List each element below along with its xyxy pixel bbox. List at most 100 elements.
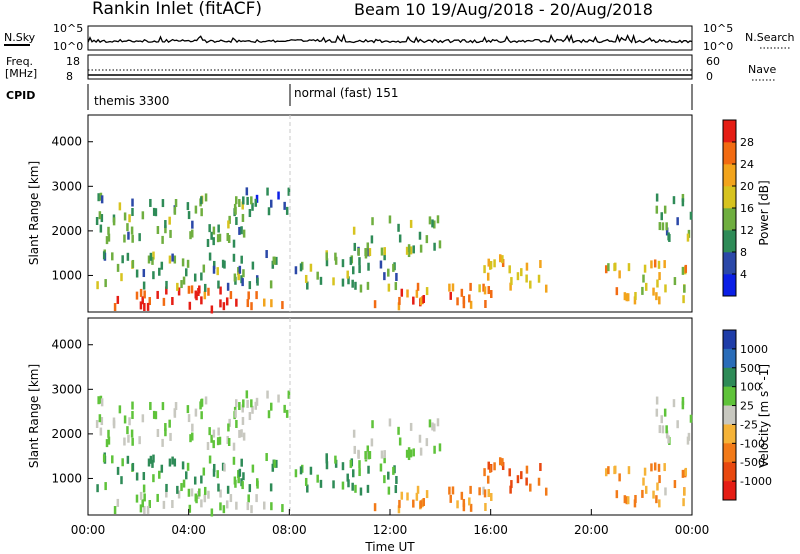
power-echo-cell xyxy=(139,288,143,297)
cpid-mode-themis: themis 3300 xyxy=(94,94,169,108)
power-echo-cell xyxy=(176,282,179,291)
velocity-echo-cell xyxy=(644,485,648,494)
power-echo-cell xyxy=(672,196,676,205)
nsearch-label: N.Search xyxy=(745,31,795,44)
power-echo-cell xyxy=(146,302,150,311)
power-echo-cell xyxy=(121,255,124,264)
velocity-echo-cell xyxy=(241,404,244,413)
nsearch-tick-bottom: 10^0 xyxy=(703,40,733,53)
power-echo-cell xyxy=(143,290,146,299)
velocity-echo-cell xyxy=(143,493,146,502)
power-echo-cell xyxy=(633,296,637,305)
velocity-echo-cell xyxy=(419,500,423,509)
power-echo-cell xyxy=(113,303,117,312)
y-tick-label: 2000 xyxy=(51,427,82,441)
colorbar-tick-label: -500 xyxy=(740,456,765,469)
velocity-echo-cell xyxy=(238,468,242,477)
power-echo-cell xyxy=(169,229,172,238)
power-echo-cell xyxy=(171,297,174,306)
power-echo-cell xyxy=(371,217,374,226)
power-echo-cell xyxy=(373,300,377,309)
velocity-echo-cell xyxy=(604,468,608,477)
velocity-echo-cell xyxy=(99,427,103,436)
velocity-echo-cell xyxy=(615,490,619,499)
velocity-echo-cell xyxy=(247,494,250,503)
power-echo-cell xyxy=(433,242,436,251)
y-tick-label: 3000 xyxy=(51,179,82,193)
velocity-echo-cell xyxy=(250,505,253,514)
power-echo-cell xyxy=(490,290,493,299)
velocity-echo-cell xyxy=(419,447,423,456)
velocity-echo-cell xyxy=(353,445,357,454)
power-echo-cell xyxy=(217,224,220,233)
power-echo-cell xyxy=(242,229,246,238)
velocity-echo-cell xyxy=(641,489,644,498)
velocity-echo-cell xyxy=(123,415,127,424)
power-echo-cell xyxy=(248,209,252,218)
velocity-echo-cell xyxy=(655,408,659,417)
x-tick-label: 20:00 xyxy=(574,523,609,537)
power-echo-cell xyxy=(341,259,345,268)
velocity-echo-cell xyxy=(156,493,159,502)
power-echo-cell xyxy=(501,255,504,264)
power-echo-cell xyxy=(216,234,220,243)
velocity-echo-cell xyxy=(387,471,390,480)
velocity-echo-cell xyxy=(111,455,114,464)
velocity-echo-cell xyxy=(349,459,353,468)
colorbar-segment xyxy=(723,405,736,425)
power-echo-cell xyxy=(304,274,308,283)
velocity-echo-cell xyxy=(676,420,679,429)
power-echo-cell xyxy=(281,301,284,310)
nsky-panel: N.Sky 10^5 10^0 10^5 10^0 N.Search xyxy=(4,22,795,53)
velocity-echo-cell xyxy=(341,481,345,490)
power-echo-cell xyxy=(660,212,663,221)
velocity-echo-cell xyxy=(251,464,255,473)
velocity-echo-cell xyxy=(242,472,245,481)
power-echo-cell xyxy=(673,277,677,286)
power-echo-cell xyxy=(483,286,487,295)
power-echo-cell xyxy=(623,292,627,301)
power-echo-cell xyxy=(210,305,214,314)
power-echo-cell xyxy=(380,247,384,256)
power-echo-cell xyxy=(219,299,222,308)
velocity-echo-cell xyxy=(135,472,139,481)
velocity-echo-cell xyxy=(165,489,168,498)
power-echo-cell xyxy=(655,193,659,202)
power-echo-cell xyxy=(174,199,178,208)
power-echo-cell xyxy=(138,233,141,242)
power-echo-cell xyxy=(238,199,241,208)
velocity-echo-cell xyxy=(395,475,398,484)
power-echo-cell xyxy=(643,264,647,273)
velocity-echo-cell xyxy=(113,506,117,515)
power-echo-cell xyxy=(681,193,685,202)
power-echo-cell xyxy=(383,252,386,261)
velocity-echo-cell xyxy=(658,499,661,508)
velocity-echo-cell xyxy=(165,483,168,492)
power-echo-cell xyxy=(126,223,129,232)
power-echo-cell xyxy=(626,293,630,302)
power-echo-cell xyxy=(448,283,451,292)
velocity-echo-cell xyxy=(240,429,243,438)
y-tick-label: 3000 xyxy=(51,382,82,396)
velocity-echo-cell xyxy=(653,462,657,471)
power-echo-cell xyxy=(200,208,203,217)
power-echo-cell xyxy=(241,213,245,222)
velocity-echo-cell xyxy=(665,430,669,439)
power-echo-cell xyxy=(484,300,487,308)
velocity-echo-cell xyxy=(358,460,361,469)
velocity-echo-cell xyxy=(501,458,504,467)
power-echo-cell xyxy=(226,282,230,291)
power-echo-cell xyxy=(266,187,269,196)
power-echo-cell xyxy=(130,226,134,235)
freq-panel: Freq. [MHz] 18 8 60 0 Nave xyxy=(5,54,776,83)
power-echo-cell xyxy=(107,233,111,242)
velocity-echo-cell xyxy=(218,436,222,445)
velocity-echo-cell xyxy=(607,466,610,475)
velocity-echo-cell xyxy=(131,437,134,446)
power-echo-cell xyxy=(142,281,146,290)
velocity-echo-cell xyxy=(235,419,238,428)
power-echo-cell xyxy=(525,262,529,271)
velocity-echo-cell xyxy=(482,486,485,495)
power-echo-cell xyxy=(269,280,273,289)
power-echo-cell xyxy=(181,258,185,267)
